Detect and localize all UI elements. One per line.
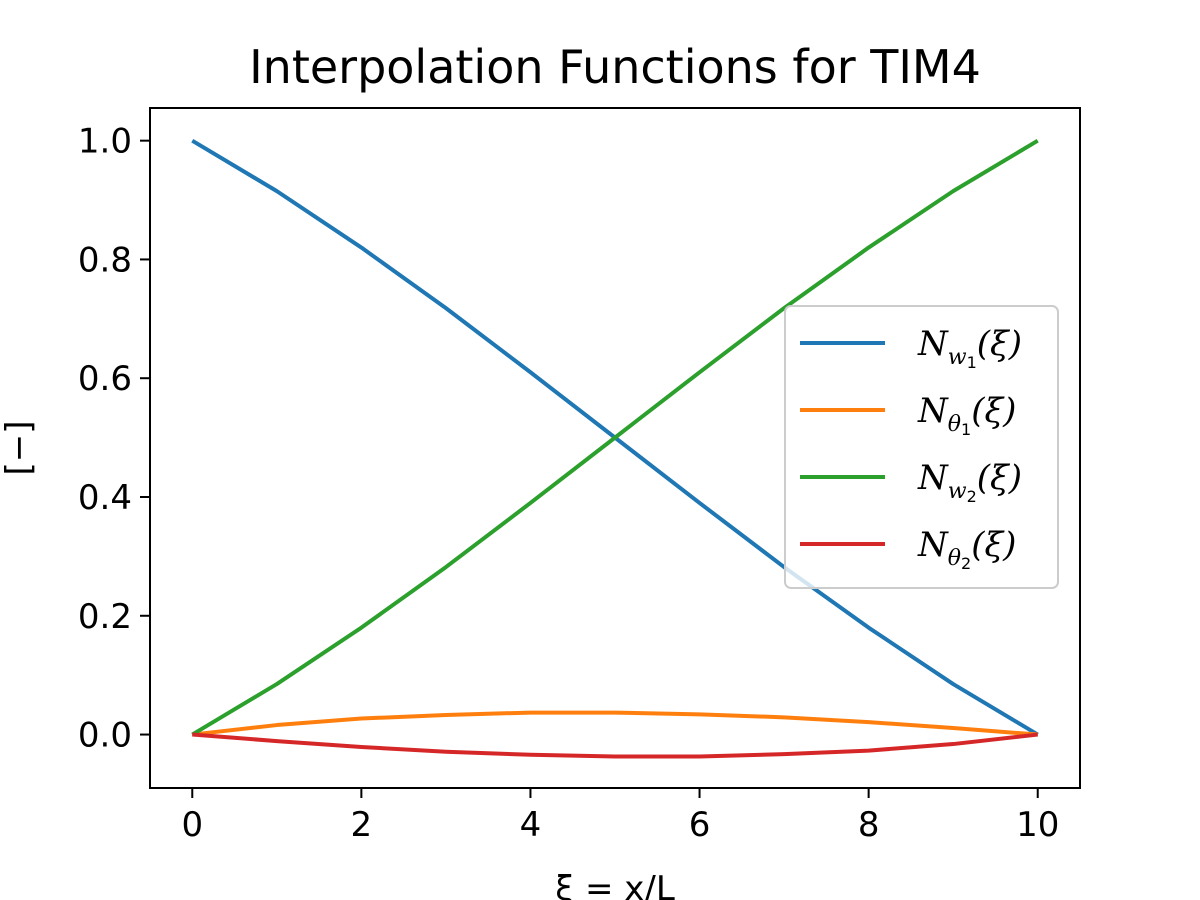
y-tick-label: 0.6	[78, 359, 132, 399]
y-axis-label: [−]	[0, 420, 39, 475]
x-tick-label: 2	[351, 805, 373, 845]
x-tick-label: 4	[520, 805, 542, 845]
y-tick-label: 0.0	[78, 716, 132, 756]
plot-frame	[149, 107, 1081, 789]
x-tick-label: 8	[858, 805, 880, 845]
legend-label-2: Nθ1(ξ)	[917, 391, 1016, 439]
x-tick-label: 10	[1016, 805, 1059, 845]
legend-label-1: Nw1(ξ)	[917, 324, 1022, 372]
y-tick-label: 0.8	[78, 240, 132, 280]
x-axis-label: ξ = x/L	[555, 869, 675, 900]
legend-box	[784, 305, 1059, 589]
series-line-3	[191, 138, 1039, 737]
x-tick-label: 6	[689, 805, 711, 845]
chart-title: Interpolation Functions for TIM4	[249, 40, 981, 94]
y-tick-label: 0.4	[78, 478, 132, 518]
legend: Nw1(ξ) Nθ1(ξ) Nw2(ξ) Nθ2(ξ)	[784, 305, 1059, 589]
x-axis: 0 2 4 6 8 10	[181, 788, 1059, 845]
series-line-4	[192, 732, 1038, 759]
x-tick-label: 0	[181, 805, 203, 845]
series-line-2	[192, 710, 1038, 737]
legend-label-4: Nθ2(ξ)	[917, 525, 1016, 573]
legend-label-3: Nw2(ξ)	[917, 458, 1022, 506]
y-tick-label: 0.2	[78, 597, 132, 637]
plot-lines	[191, 138, 1039, 759]
y-tick-label: 1.0	[78, 122, 132, 162]
y-axis: 0.0 0.2 0.4 0.6 0.8 1.0	[78, 122, 150, 756]
